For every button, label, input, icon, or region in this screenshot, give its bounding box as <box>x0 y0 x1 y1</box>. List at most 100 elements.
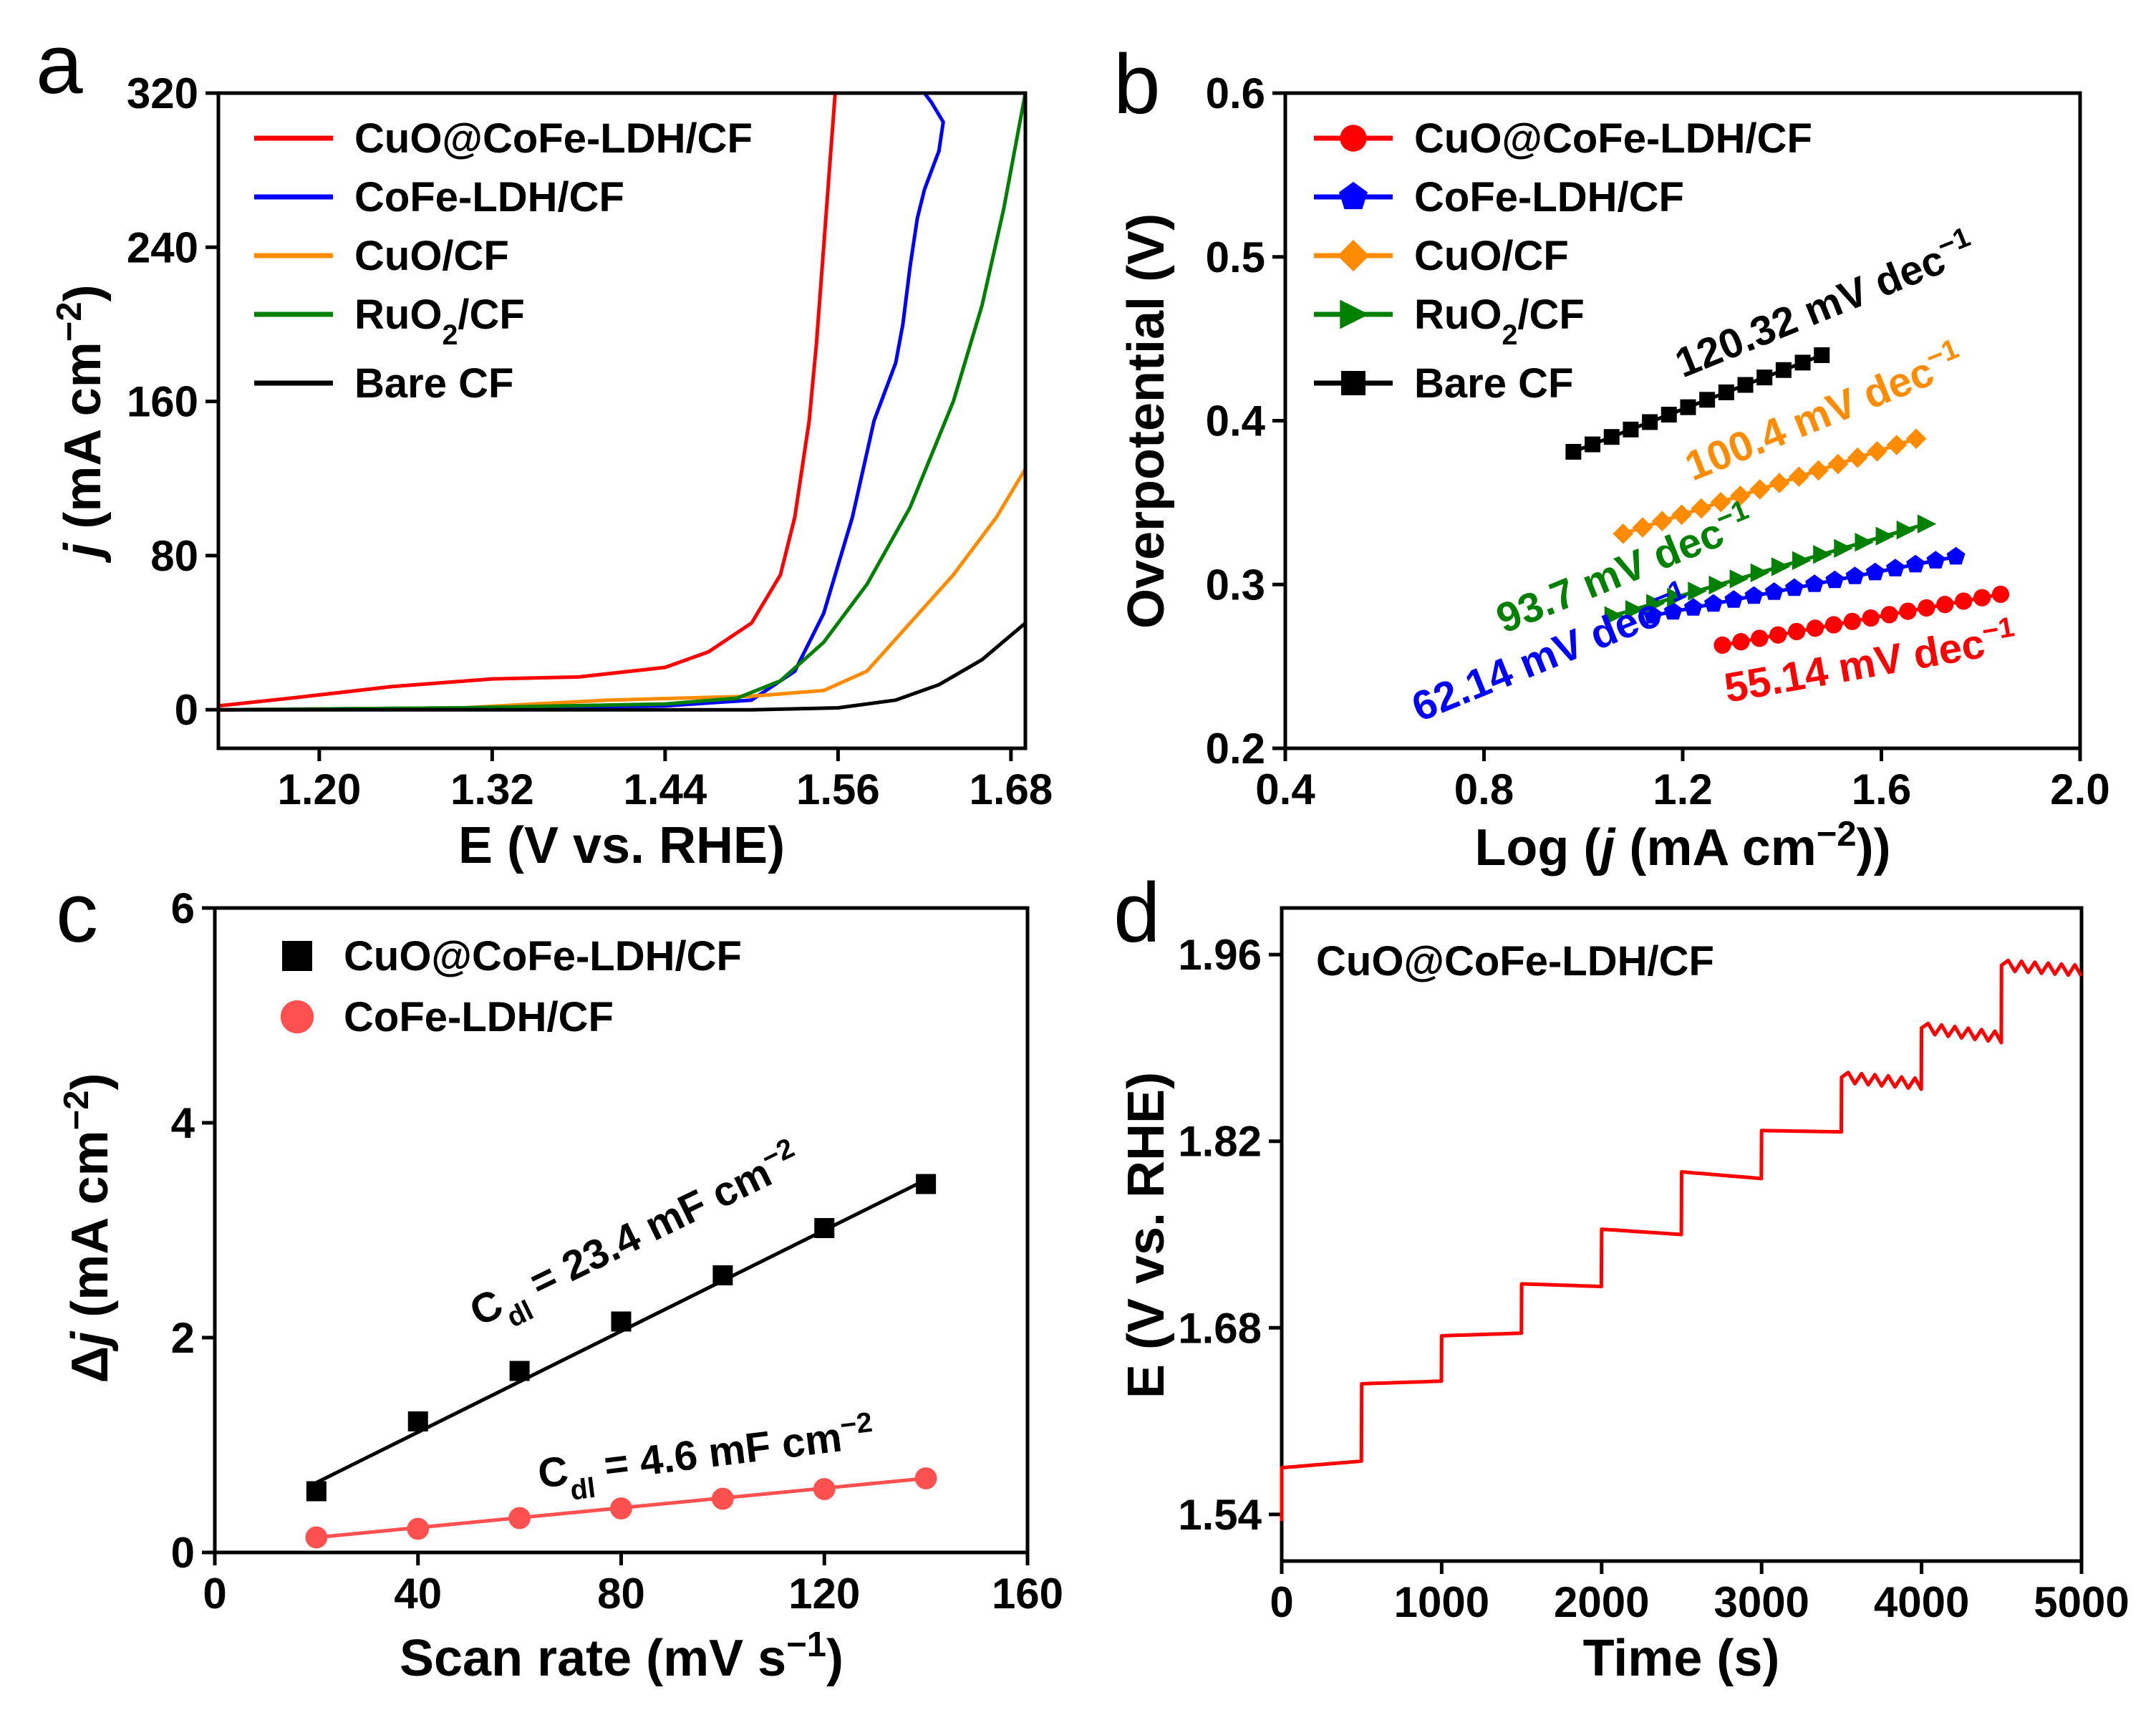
series-line <box>1722 592 2001 647</box>
data-point <box>1814 347 1830 363</box>
x-tick-label: 1.20 <box>277 765 361 813</box>
x-tick-label: 1000 <box>1394 1578 1489 1626</box>
data-point <box>1906 554 1925 573</box>
data-point <box>711 1487 734 1510</box>
x-tick-label: 4000 <box>1874 1578 1969 1626</box>
data-point <box>1604 606 1624 625</box>
data-point <box>1847 447 1868 468</box>
legend-marker <box>1340 125 1367 152</box>
data-point <box>306 1481 327 1502</box>
data-point <box>1680 399 1696 415</box>
data-point <box>1749 479 1771 500</box>
data-point <box>611 1311 632 1332</box>
panel-a: 1.20 1.32 1.44 1.56 1.68 0 80 160 240 320 CuO@CoFe… <box>36 17 1053 874</box>
data-point <box>407 1411 428 1431</box>
y-axis-label: Overpotential (V) <box>1118 213 1175 629</box>
data-point <box>1936 596 1954 614</box>
legend-label: CoFe-LDH/CF <box>354 174 624 221</box>
legend-marker <box>280 1000 314 1034</box>
legend-marker <box>1340 299 1370 329</box>
y-axis-label: Δj (mA cm−2) <box>57 1073 119 1383</box>
x-tick-label: 1.6 <box>1852 765 1911 813</box>
y-tick-label: 0.6 <box>1206 69 1265 117</box>
data-point <box>1918 599 1935 617</box>
data-point <box>1769 626 1787 644</box>
data-point <box>1880 606 1898 624</box>
panel-b: 0.4 0.8 1.2 1.6 2.0 0.2 0.3 0.4 0.5 0.6 CuO@CoFe-L… <box>1113 37 2110 876</box>
series-line <box>1280 958 2083 1522</box>
data-point <box>305 1526 328 1549</box>
data-point <box>916 1174 937 1194</box>
data-point <box>1718 384 1734 400</box>
y-tick-label: 0.5 <box>1206 233 1265 281</box>
x-tick-label: 0 <box>1270 1578 1293 1626</box>
data-point <box>1691 498 1712 519</box>
data-point <box>1886 435 1908 455</box>
x-tick-label: 1.68 <box>969 765 1053 813</box>
data-point <box>1789 466 1809 488</box>
panel-letter: a <box>36 17 83 112</box>
legend-label: CoFe-LDH/CF <box>344 994 614 1040</box>
x-axis-label: Time (s) <box>1583 1630 1780 1687</box>
data-point <box>1683 598 1703 616</box>
data-point <box>1905 428 1927 449</box>
data-point <box>1955 592 1973 610</box>
data-point <box>1865 562 1885 581</box>
data-point <box>1646 594 1666 613</box>
data-point <box>1896 520 1916 540</box>
data-point <box>813 1478 836 1500</box>
legend-label: CuO/CF <box>354 233 509 279</box>
data-point <box>1769 473 1790 493</box>
data-point <box>1771 557 1791 576</box>
data-point <box>1917 514 1937 533</box>
series-line <box>218 622 1025 712</box>
legend-label: RuO2/CF <box>354 291 525 351</box>
data-point <box>1730 485 1751 506</box>
data-point <box>1652 511 1673 531</box>
data-point <box>1704 594 1723 612</box>
series-lines <box>218 93 1025 712</box>
data-point <box>1792 551 1812 571</box>
legend-label: CuO@CoFe-LDH/CF <box>1414 115 1812 162</box>
data-point <box>508 1507 531 1530</box>
x-tick-label: 2.0 <box>2050 765 2109 813</box>
data-point <box>1843 612 1861 630</box>
data-point <box>1750 563 1770 583</box>
data-point <box>1808 460 1829 481</box>
x-tick-label: 1.56 <box>796 765 880 813</box>
data-point <box>1899 602 1917 620</box>
data-point <box>1946 546 1966 565</box>
y-tick-label: 80 <box>150 532 198 580</box>
legend-label: CuO@CoFe-LDH/CF <box>344 933 742 980</box>
x-tick-label: 3000 <box>1713 1578 1809 1626</box>
data-point <box>814 1218 835 1238</box>
legend-label: Bare CF <box>354 360 513 407</box>
data-point <box>610 1497 632 1520</box>
x-tick-label: 0 <box>203 1570 226 1618</box>
y-tick-label: 0 <box>175 686 198 734</box>
x-tick-label: 40 <box>394 1570 442 1618</box>
legend-marker <box>1341 371 1365 395</box>
data-point <box>1875 526 1895 546</box>
data-point <box>1623 421 1639 438</box>
y-tick-label: 2 <box>171 1314 195 1362</box>
x-tick-label: 2000 <box>1554 1578 1649 1626</box>
data-point <box>1585 436 1601 453</box>
data-point <box>1724 590 1744 608</box>
x-tick-label: 0.8 <box>1454 765 1514 813</box>
y-tick-label: 6 <box>171 884 195 932</box>
legend-label: CoFe-LDH/CF <box>1414 174 1684 221</box>
data-point <box>1867 441 1887 462</box>
data-point <box>1973 589 1991 607</box>
data-point <box>1729 569 1749 589</box>
x-tick-label: 120 <box>788 1570 860 1618</box>
series-line <box>218 93 1025 712</box>
legend-label: Bare CF <box>1414 360 1573 407</box>
data-point <box>1845 566 1865 584</box>
data-point <box>1565 443 1582 460</box>
x-axis-label: Log (j (mA cm−2)) <box>1474 815 1890 876</box>
data-point <box>1991 585 2010 604</box>
data-point <box>1813 545 1832 564</box>
y-tick-label: 4 <box>171 1099 195 1147</box>
data-point <box>1667 587 1686 607</box>
